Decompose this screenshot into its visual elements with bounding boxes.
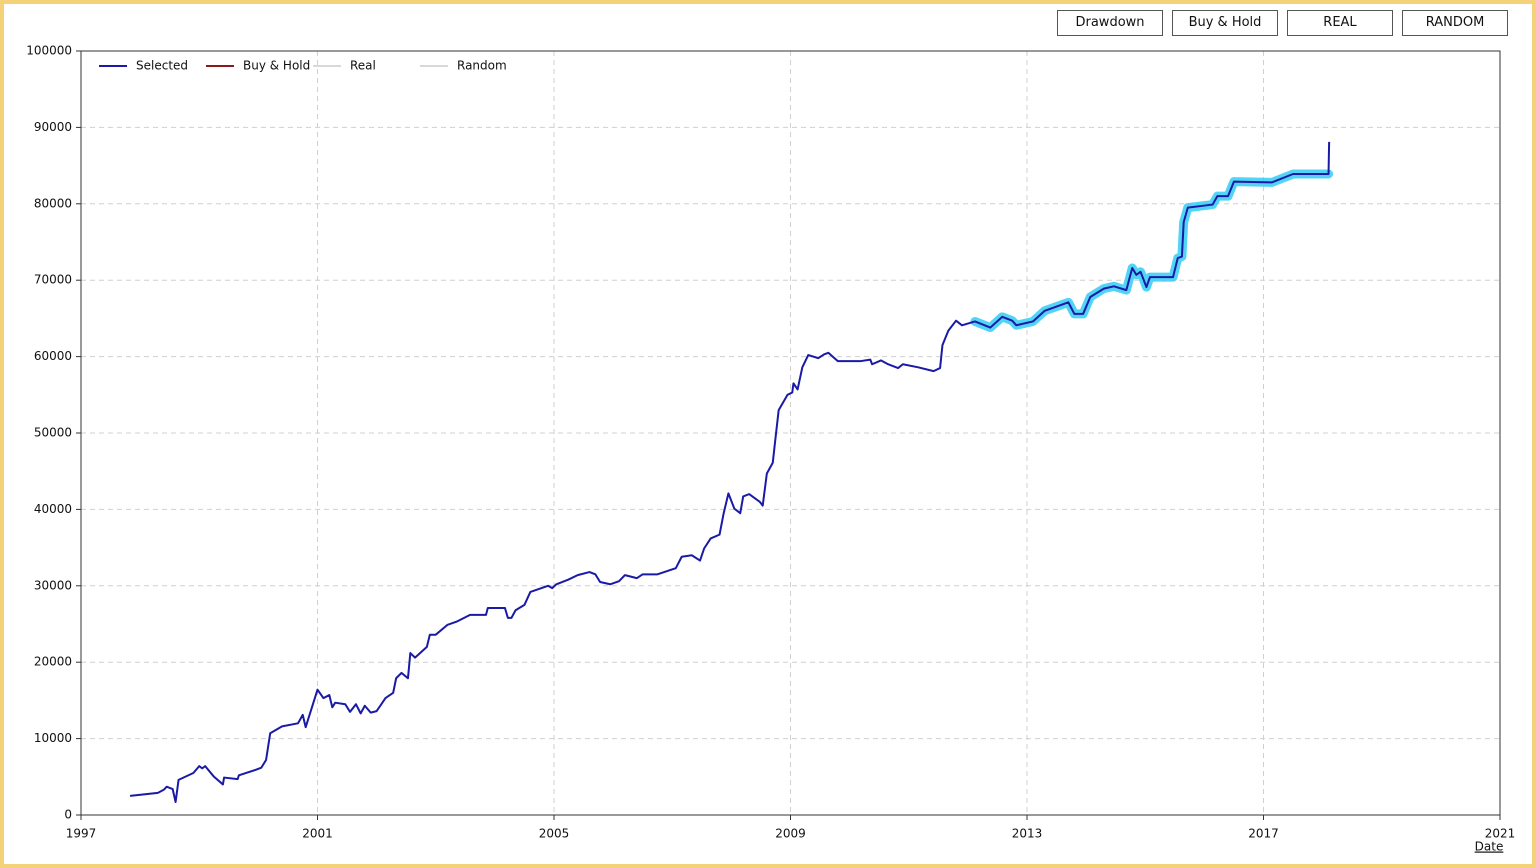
window: Drawdown Buy & Hold REAL RANDOM 0 10000 20… (4, 4, 1532, 864)
x-tick-label: 2021 (1485, 827, 1516, 841)
chart: 0 10000 20000 30000 40000 50000 60000 70000 8000… (26, 44, 1516, 854)
legend-label: Random (457, 59, 507, 73)
drawdown-button[interactable]: Drawdown (1057, 10, 1163, 36)
series-line (129, 141, 1331, 804)
y-tick-label: 10000 (34, 731, 72, 745)
y-tick-label: 80000 (34, 196, 72, 210)
y-tick-label: 90000 (34, 120, 72, 134)
y-tick-label: 50000 (34, 426, 72, 440)
y-tick-label: 30000 (34, 578, 72, 592)
y-tick-label: 60000 (34, 349, 72, 363)
x-tick-label: 2001 (302, 827, 333, 841)
legend-label: Selected (136, 59, 188, 73)
real-button[interactable]: REAL (1287, 10, 1393, 36)
y-tick-label: 100000 (26, 44, 72, 58)
x-tick-label: 2005 (539, 827, 570, 841)
random-button[interactable]: RANDOM (1402, 10, 1508, 36)
highlight-glow (970, 169, 1334, 333)
x-tick-label: 1997 (66, 827, 97, 841)
buy-hold-button[interactable]: Buy & Hold (1172, 10, 1278, 36)
y-tick-label: 40000 (34, 502, 72, 516)
legend-label: Real (350, 59, 376, 73)
y-tick-label: 0 (64, 808, 72, 822)
x-tick-label: 2013 (1012, 827, 1043, 841)
x-tick-label: 2009 (775, 827, 806, 841)
plot-frame (80, 50, 1501, 816)
legend-label: Buy & Hold (243, 59, 310, 73)
y-tick-label: 20000 (34, 655, 72, 669)
y-tick-label: 70000 (34, 273, 72, 287)
x-axis-label: Date (1475, 840, 1504, 854)
x-tick-label: 2017 (1248, 827, 1279, 841)
